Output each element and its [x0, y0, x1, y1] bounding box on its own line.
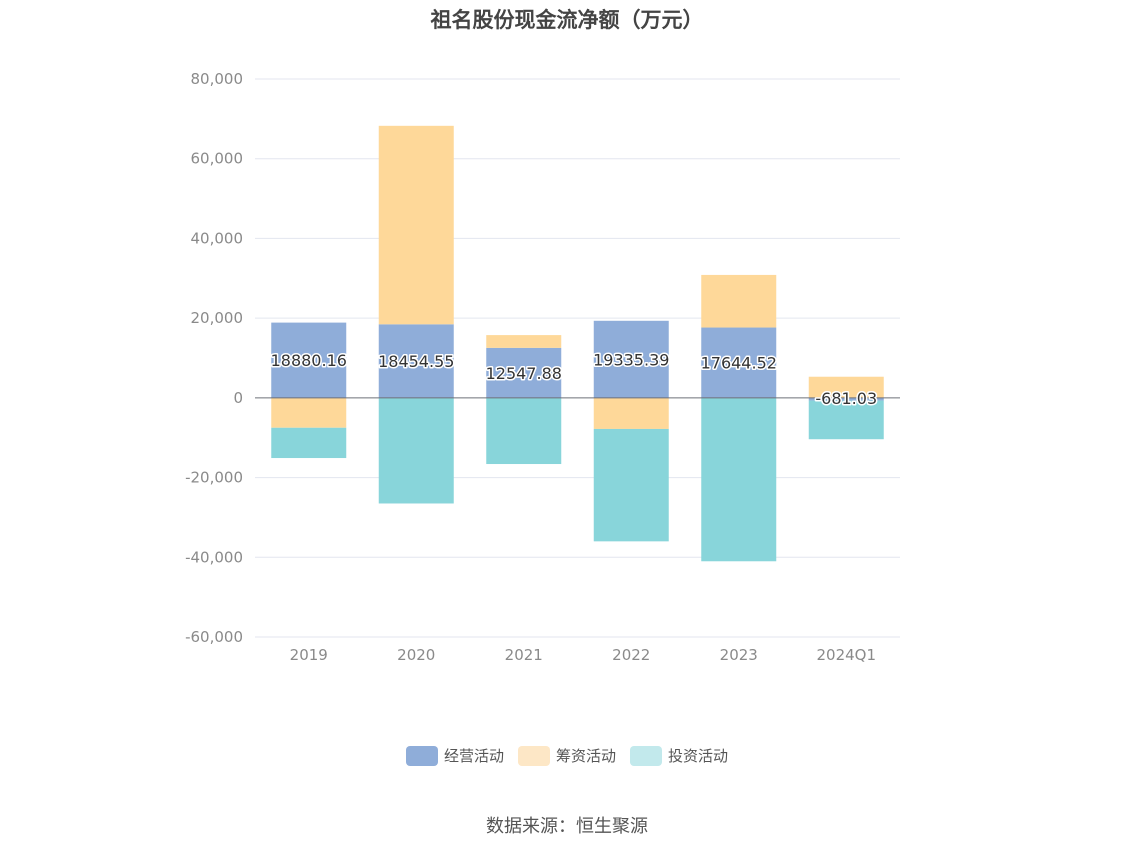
data-label-operating: 18880.16 [271, 351, 347, 370]
bar-investing [486, 397, 562, 465]
bar-operating [378, 324, 454, 398]
bar-operating [486, 347, 562, 398]
data-label-operating: 19335.39 [593, 350, 669, 369]
bar-investing [378, 397, 454, 504]
chart-title: 祖名股份现金流净额（万元） [430, 8, 704, 32]
legend-swatch-financing [517, 745, 550, 766]
x-tick-label: 2023 [720, 646, 758, 664]
data-label-operating: 12547.88 [486, 364, 562, 383]
bar-financing [701, 274, 777, 328]
x-tick-label: 2021 [505, 646, 543, 664]
chart-canvas: 80,000 60,000 40,000 20,000 0 -20,000 -40,000 -… [185, 70, 900, 664]
data-label-operating: 18454.55 [378, 352, 454, 371]
bar-financing [486, 335, 562, 348]
y-tick-label: 60,000 [191, 150, 244, 168]
bar-investing [701, 397, 777, 562]
legend-label-investing: 投资活动 [668, 747, 729, 765]
bar-operating [593, 320, 669, 398]
y-tick-label: 40,000 [191, 229, 244, 247]
x-tick-label: 2020 [397, 646, 435, 664]
bar-financing [593, 397, 669, 429]
y-tick-label: 0 [233, 389, 243, 407]
legend-label-financing: 筹资活动 [555, 747, 616, 765]
data-source: 数据来源：恒生聚源 [486, 816, 648, 837]
bar-investing [808, 400, 884, 440]
y-tick-label: 20,000 [191, 309, 244, 327]
bar-operating [808, 397, 884, 401]
y-tick-label: -20,000 [185, 469, 243, 487]
bar-financing [808, 376, 884, 398]
y-tick-label: 80,000 [191, 70, 244, 88]
x-tick-label: 2019 [290, 646, 328, 664]
bar-investing [593, 428, 669, 542]
bar-investing [271, 427, 347, 459]
y-tick-label: -60,000 [185, 628, 243, 646]
x-tick-label: 2022 [612, 646, 650, 664]
bar-operating [271, 322, 347, 398]
legend-swatch-operating [405, 745, 438, 766]
legend-label-operating: 经营活动 [443, 747, 504, 765]
bar-operating [701, 327, 777, 398]
bar-financing [378, 125, 454, 325]
x-tick-label: 2024Q1 [816, 646, 876, 664]
chart-legend: 经营活动 筹资活动 投资活动 [0, 745, 1134, 766]
legend-item-operating[interactable]: 经营活动 [405, 745, 504, 766]
legend-item-financing[interactable]: 筹资活动 [517, 745, 616, 766]
data-label-operating: -681.03 [815, 389, 877, 408]
legend-item-investing[interactable]: 投资活动 [630, 745, 728, 766]
legend-swatch-investing [630, 745, 662, 766]
bar-financing [271, 397, 347, 428]
y-tick-label: -40,000 [185, 548, 243, 566]
data-label-operating: 17644.52 [701, 354, 777, 373]
